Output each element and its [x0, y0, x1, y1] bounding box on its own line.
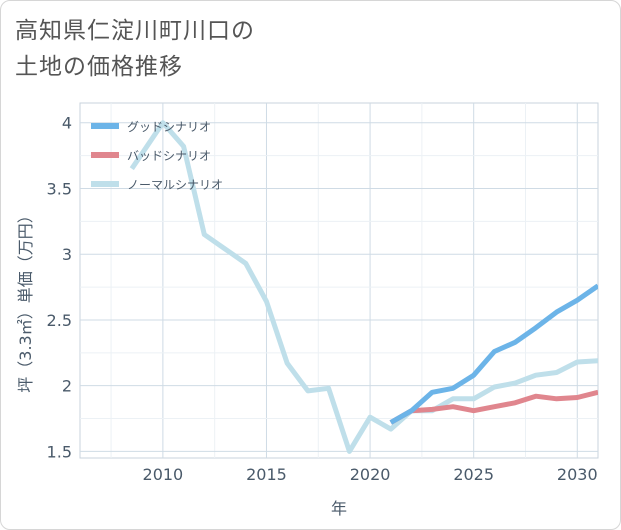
x-tick-label: 2030: [557, 465, 598, 484]
y-tick-label: 3.5: [47, 179, 72, 198]
legend-label: バッドシナリオ: [127, 149, 211, 163]
y-tick-label: 2.5: [47, 311, 72, 330]
legend-label: ノーマルシナリオ: [127, 178, 223, 192]
chart-title-line-2: 土地の価格推移: [15, 54, 183, 80]
series-line-2: [129, 120, 598, 454]
series-lines: [129, 120, 598, 454]
chart-title-line-1: 高知県仁淀川町川口の: [15, 18, 255, 44]
x-tick-label: 2010: [143, 465, 184, 484]
y-tick-labels: 1.5 2 2.5 3 3.5 4: [47, 114, 72, 462]
x-tick-label: 2025: [453, 465, 494, 484]
y-tick-label: 2: [62, 377, 72, 396]
x-axis-label: 年: [331, 499, 347, 518]
series-line-0: [389, 283, 598, 425]
x-tick-labels: 2010 2015 2020 2025 2030: [143, 465, 598, 484]
y-tick-label: 1.5: [47, 442, 72, 461]
x-tick-label: 2015: [246, 465, 287, 484]
y-tick-label: 3: [62, 245, 72, 264]
x-tick-label: 2020: [350, 465, 391, 484]
series-line-1: [389, 389, 598, 425]
plot-area: [79, 102, 599, 459]
y-tick-label: 4: [62, 114, 72, 133]
legend-label: グッドシナリオ: [127, 120, 211, 134]
chart-title: 高知県仁淀川町川口の 土地の価格推移: [15, 13, 255, 85]
y-axis-label: 坪（3.3㎡）単価（万円）: [16, 207, 35, 392]
